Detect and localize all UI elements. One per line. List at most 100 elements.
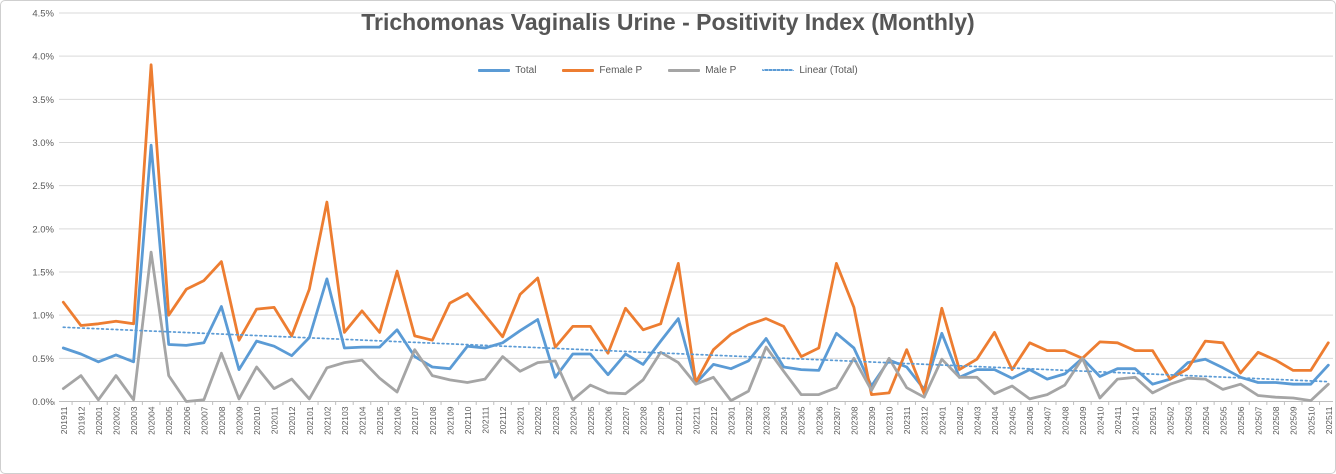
x-tick-label: 202112 (498, 406, 508, 434)
x-tick-label: 202311 (902, 406, 912, 434)
legend-item-female-p[interactable]: Female P (562, 65, 642, 76)
x-tick-label: 202012 (287, 406, 297, 435)
x-tick-label: 202511 (1324, 406, 1334, 434)
x-tick-label: 202507 (1254, 406, 1264, 435)
y-tick-label: 1.0% (32, 311, 54, 322)
x-tick-label: 202212 (709, 406, 719, 435)
x-tick-label: 202301 (726, 406, 736, 435)
legend-label: Female P (599, 64, 643, 76)
x-tick-label: 202008 (217, 406, 227, 435)
legend-label: Total (515, 64, 537, 76)
legend-dotted-line-sample-icon (762, 69, 795, 71)
x-tick-label: 202004 (147, 406, 157, 435)
x-tick-label: 202306 (814, 406, 824, 435)
x-tick-label: 202204 (568, 406, 578, 435)
x-tick-label: 201912 (76, 406, 86, 435)
legend-line-sample-icon (478, 68, 511, 72)
x-tick-label: 202404 (990, 406, 1000, 435)
x-tick-label: 202508 (1271, 406, 1281, 435)
x-tick-label: 202501 (1148, 406, 1158, 435)
x-tick-label: 202211 (691, 406, 701, 434)
x-tick-label: 202011 (270, 406, 280, 434)
x-tick-label: 202207 (621, 406, 631, 435)
x-tick-label: 202504 (1201, 406, 1211, 435)
x-tick-label: 202309 (867, 406, 877, 435)
x-tick-label: 202304 (779, 406, 789, 435)
x-tick-label: 202302 (744, 406, 754, 435)
x-tick-label: 202509 (1289, 406, 1299, 435)
x-tick-label: 202205 (586, 406, 596, 435)
x-tick-label: 202102 (322, 406, 332, 435)
x-tick-label: 202312 (920, 406, 930, 435)
legend-item-male-p[interactable]: Male P (668, 65, 736, 76)
x-tick-label: 202208 (639, 406, 649, 435)
x-tick-label: 202201 (516, 406, 526, 435)
x-tick-label: 202503 (1183, 406, 1193, 435)
x-tick-label: 202103 (340, 406, 350, 435)
x-tick-label: 202104 (357, 406, 367, 435)
x-tick-label: 202506 (1236, 406, 1246, 435)
x-tick-label: 202307 (832, 406, 842, 435)
x-tick-label: 202007 (199, 406, 209, 435)
x-tick-label: 202502 (1166, 406, 1176, 435)
x-tick-label: 202505 (1218, 406, 1228, 435)
x-tick-label: 202001 (94, 406, 104, 435)
y-tick-label: 2.0% (32, 224, 54, 235)
series-line-total (61, 143, 1330, 391)
x-tick-label: 202402 (955, 406, 965, 435)
y-tick-label: 1.5% (32, 268, 54, 279)
x-tick-label: 202308 (849, 406, 859, 435)
x-tick-label: 202510 (1306, 406, 1316, 435)
legend-line-sample-icon (562, 68, 595, 72)
x-tick-label: 202203 (551, 406, 561, 435)
x-tick-label: 202107 (410, 406, 420, 435)
legend-item-linear-total-[interactable]: Linear (Total) (762, 64, 858, 76)
y-tick-label: 0.5% (32, 354, 54, 365)
x-tick-label: 202111 (480, 406, 490, 433)
x-tick-label: 202209 (656, 406, 666, 435)
x-tick-label: 202010 (252, 406, 262, 435)
legend-label: Male P (705, 64, 737, 76)
x-tick-label: 202407 (1043, 406, 1053, 435)
x-tick-label: 202401 (937, 406, 947, 435)
y-tick-label: 4.0% (32, 52, 54, 63)
x-tick-label: 202101 (305, 406, 315, 435)
x-tick-label: 202406 (1025, 406, 1035, 435)
x-tick-label: 202005 (164, 406, 174, 435)
chart-title: Trichomonas Vaginalis Urine - Positivity… (361, 9, 975, 35)
y-tick-label: 3.0% (32, 138, 54, 149)
legend-label: Linear (Total) (799, 64, 858, 76)
x-tick-label: 202109 (445, 406, 455, 435)
x-tick-label: 202305 (797, 406, 807, 435)
x-tick-label: 202303 (762, 406, 772, 435)
x-tick-label: 202405 (1008, 406, 1018, 435)
x-tick-label: 202408 (1060, 406, 1070, 435)
x-tick-label: 202009 (235, 406, 245, 435)
x-tick-label: 201911 (59, 406, 69, 434)
y-tick-label: 2.5% (32, 181, 54, 192)
x-tick-label: 202210 (674, 406, 684, 435)
x-tick-label: 202409 (1078, 406, 1088, 435)
legend-item-total[interactable]: Total (478, 65, 536, 76)
x-tick-label: 202106 (393, 406, 403, 435)
y-tick-label: 0.0% (32, 397, 54, 408)
series-line-male-p (61, 250, 1330, 403)
trendline-linear-total (62, 326, 1330, 383)
legend-line-sample-icon (668, 68, 701, 72)
x-tick-label: 202110 (463, 406, 473, 434)
x-tick-label: 202003 (129, 406, 139, 435)
x-tick-label: 202105 (375, 406, 385, 435)
x-tick-label: 202202 (533, 406, 543, 435)
x-tick-label: 202412 (1131, 406, 1141, 435)
y-tick-label: 3.5% (32, 95, 54, 106)
x-tick-label: 202411 (1113, 406, 1123, 434)
x-tick-label: 202403 (972, 406, 982, 435)
x-tick-label: 202310 (885, 406, 895, 435)
x-tick-label: 202206 (603, 406, 613, 435)
x-tick-label: 202108 (428, 406, 438, 435)
chart-legend: Total Female P Male P Linear (Total) (1, 62, 1335, 78)
y-tick-label: 4.5% (32, 9, 54, 20)
x-tick-label: 202002 (112, 406, 122, 435)
